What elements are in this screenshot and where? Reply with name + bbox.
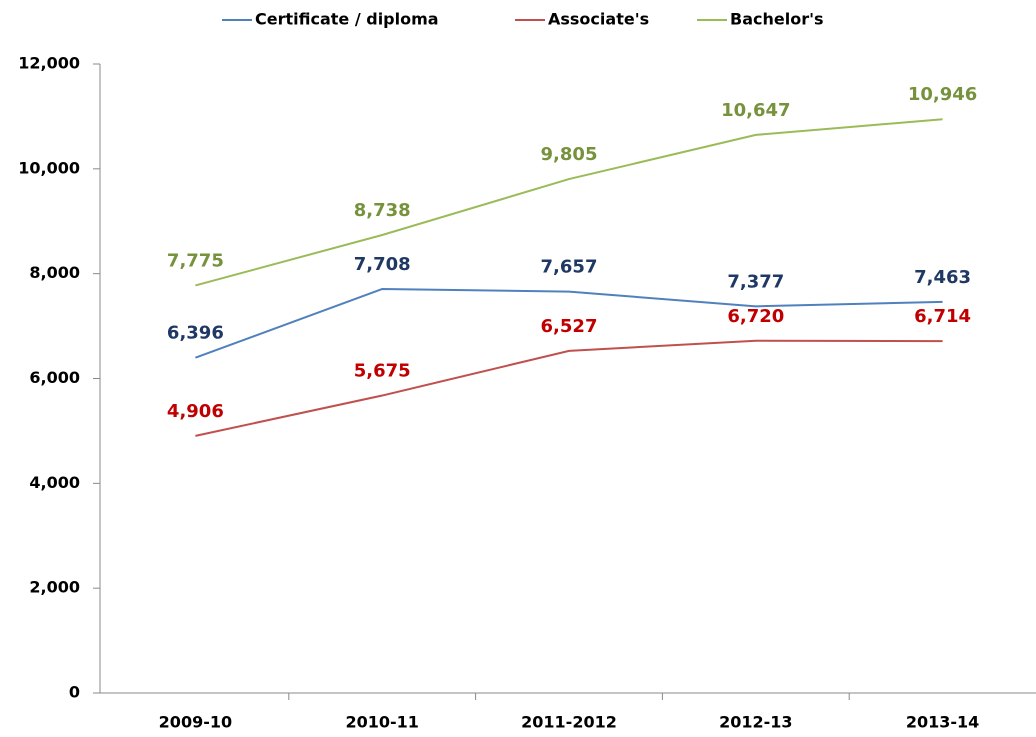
data-label: 10,946: [908, 84, 977, 105]
y-tick-label: 2,000: [29, 578, 80, 597]
y-tick-label: 4,000: [29, 473, 80, 492]
x-tick-label: 2012-13: [719, 713, 792, 732]
legend-label: Certificate / diploma: [255, 10, 439, 29]
x-tick-label: 2013-14: [906, 713, 979, 732]
x-tick-label: 2011-2012: [521, 713, 617, 732]
data-label: 7,463: [914, 267, 971, 288]
data-label: 6,527: [541, 316, 598, 337]
data-label: 6,720: [727, 306, 784, 327]
x-tick-label: 2010-11: [345, 713, 418, 732]
data-label: 4,906: [167, 401, 224, 422]
data-label: 6,396: [167, 323, 224, 344]
series-line: [195, 118, 943, 287]
data-label: 6,714: [914, 306, 971, 327]
series-line: [195, 287, 943, 359]
y-tick-label: 8,000: [29, 263, 80, 282]
legend-label: Bachelor's: [730, 10, 824, 29]
legend-label: Associate's: [548, 10, 649, 29]
data-label: 7,775: [167, 250, 224, 271]
data-label: 5,675: [354, 361, 411, 382]
data-label: 7,377: [727, 271, 784, 292]
data-label: 7,657: [541, 257, 598, 278]
y-tick-label: 6,000: [29, 368, 80, 387]
y-tick-label: 0: [69, 683, 80, 702]
data-label: 8,738: [354, 200, 411, 221]
data-label: 10,647: [721, 100, 790, 121]
data-label: 7,708: [354, 254, 411, 275]
y-tick-label: 10,000: [18, 158, 80, 177]
y-tick-label: 12,000: [18, 54, 80, 73]
series-line: [195, 339, 943, 437]
data-label: 9,805: [541, 144, 598, 165]
x-tick-label: 2009-10: [159, 713, 232, 732]
